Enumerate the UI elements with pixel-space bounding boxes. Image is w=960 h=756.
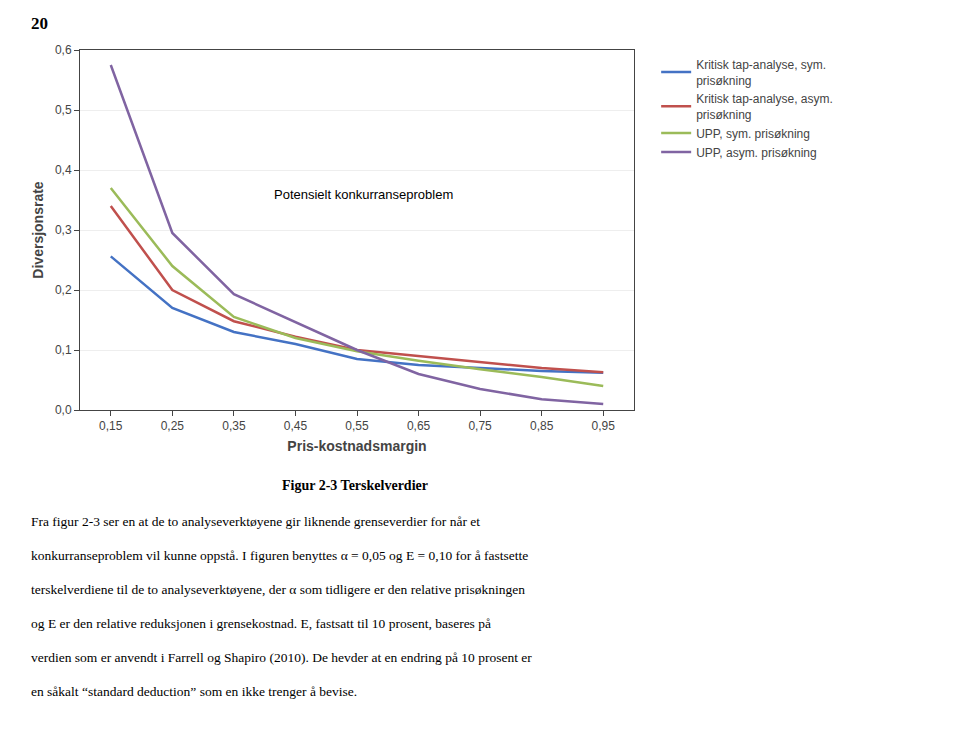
- svg-text:0,1: 0,1: [55, 343, 72, 357]
- svg-text:Potensielt konkurranseproblem: Potensielt konkurranseproblem: [274, 187, 453, 202]
- svg-text:UPP, sym. prisøkning: UPP, sym. prisøkning: [696, 127, 810, 141]
- svg-text:Figur 2-3 Terskelverdier: Figur 2-3 Terskelverdier: [282, 478, 428, 493]
- svg-text:0,65: 0,65: [407, 419, 431, 433]
- svg-text:0,55: 0,55: [345, 419, 369, 433]
- svg-text:verdien som er anvendt i Farre: verdien som er anvendt i Farrell og Shap…: [31, 650, 532, 665]
- svg-text:konkurranseproblem vil kunne o: konkurranseproblem vil kunne oppstå. I f…: [31, 548, 528, 563]
- svg-text:terskelverdiene til de to anal: terskelverdiene til de to analyseverktøy…: [31, 582, 525, 597]
- svg-text:0,6: 0,6: [55, 43, 72, 57]
- svg-text:Pris-kostnadsmargin: Pris-kostnadsmargin: [287, 438, 426, 454]
- svg-text:0,25: 0,25: [161, 419, 185, 433]
- svg-text:Kritisk tap-analyse, asym.pris: Kritisk tap-analyse, asym.prisøkning: [696, 92, 833, 122]
- svg-text:20: 20: [31, 14, 48, 33]
- svg-text:0,15: 0,15: [99, 419, 123, 433]
- svg-text:0,5: 0,5: [55, 103, 72, 117]
- svg-text:og E er den relative reduksjon: og E er den relative reduksjonen i grens…: [31, 616, 491, 631]
- svg-text:0,0: 0,0: [55, 403, 72, 417]
- svg-text:0,35: 0,35: [222, 419, 246, 433]
- svg-text:0,4: 0,4: [55, 163, 72, 177]
- svg-text:0,85: 0,85: [530, 419, 554, 433]
- svg-text:Fra figur 2-3 ser en at de to: Fra figur 2-3 ser en at de to analysever…: [31, 514, 480, 529]
- svg-text:0,95: 0,95: [592, 419, 616, 433]
- svg-text:0,45: 0,45: [284, 419, 308, 433]
- svg-text:Kritisk tap-analyse, sym.prisø: Kritisk tap-analyse, sym.prisøkning: [696, 58, 826, 88]
- svg-text:0,2: 0,2: [55, 283, 72, 297]
- svg-text:Diversjonsrate: Diversjonsrate: [30, 181, 46, 278]
- svg-text:en såkalt “standard deduction”: en såkalt “standard deduction” som en ik…: [31, 684, 357, 699]
- svg-text:0,75: 0,75: [468, 419, 492, 433]
- svg-text:0,3: 0,3: [55, 223, 72, 237]
- svg-text:UPP, asym. prisøkning: UPP, asym. prisøkning: [696, 146, 817, 160]
